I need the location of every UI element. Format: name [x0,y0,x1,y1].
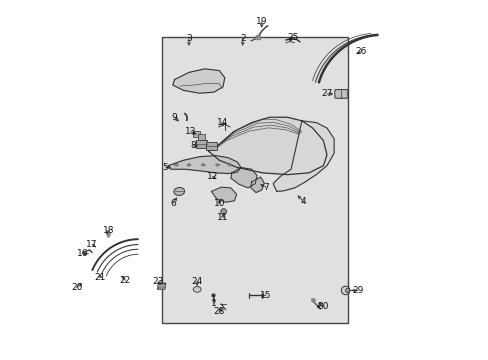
Bar [198,134,204,140]
Polygon shape [273,121,333,192]
Ellipse shape [174,164,178,166]
FancyBboxPatch shape [196,140,206,148]
Text: 27: 27 [321,89,332,98]
Text: 8: 8 [190,141,196,150]
Text: 11: 11 [217,213,228,222]
Text: 20: 20 [71,283,82,292]
Text: 15: 15 [260,291,271,300]
Circle shape [221,209,226,215]
Text: 17: 17 [86,240,98,249]
Text: 18: 18 [102,226,114,235]
Polygon shape [208,117,326,175]
Bar [192,131,199,137]
Text: 16: 16 [77,249,88,258]
Polygon shape [230,167,257,188]
Text: 19: 19 [255,17,267,26]
Ellipse shape [201,164,204,166]
Text: 5: 5 [163,163,168,172]
Text: 29: 29 [351,286,363,295]
FancyBboxPatch shape [334,90,347,98]
Ellipse shape [193,287,201,292]
Text: 26: 26 [355,47,366,56]
Bar [162,37,348,323]
FancyBboxPatch shape [206,141,217,150]
Ellipse shape [187,164,190,166]
Text: 30: 30 [317,302,328,311]
Text: 14: 14 [217,118,228,127]
Polygon shape [172,69,224,93]
Text: 9: 9 [171,113,177,122]
Ellipse shape [174,188,184,195]
Text: 13: 13 [184,127,196,136]
Text: 25: 25 [286,33,298,42]
Text: 10: 10 [213,199,224,208]
Text: 6: 6 [169,199,175,208]
Text: 7: 7 [263,183,268,192]
Text: 4: 4 [300,197,306,206]
Text: 23: 23 [152,276,164,285]
Polygon shape [250,177,264,193]
Text: 12: 12 [206,172,218,181]
Text: 28: 28 [213,307,224,316]
Ellipse shape [228,164,231,166]
Circle shape [345,288,349,293]
Text: 22: 22 [120,276,131,285]
Polygon shape [158,283,165,289]
Text: 1: 1 [211,299,217,308]
Ellipse shape [215,164,219,166]
Text: 2: 2 [240,34,245,43]
Polygon shape [168,156,241,174]
Text: 24: 24 [191,276,203,285]
Text: 21: 21 [95,273,106,282]
Text: 3: 3 [185,34,191,43]
Polygon shape [211,187,236,202]
Circle shape [341,286,349,295]
